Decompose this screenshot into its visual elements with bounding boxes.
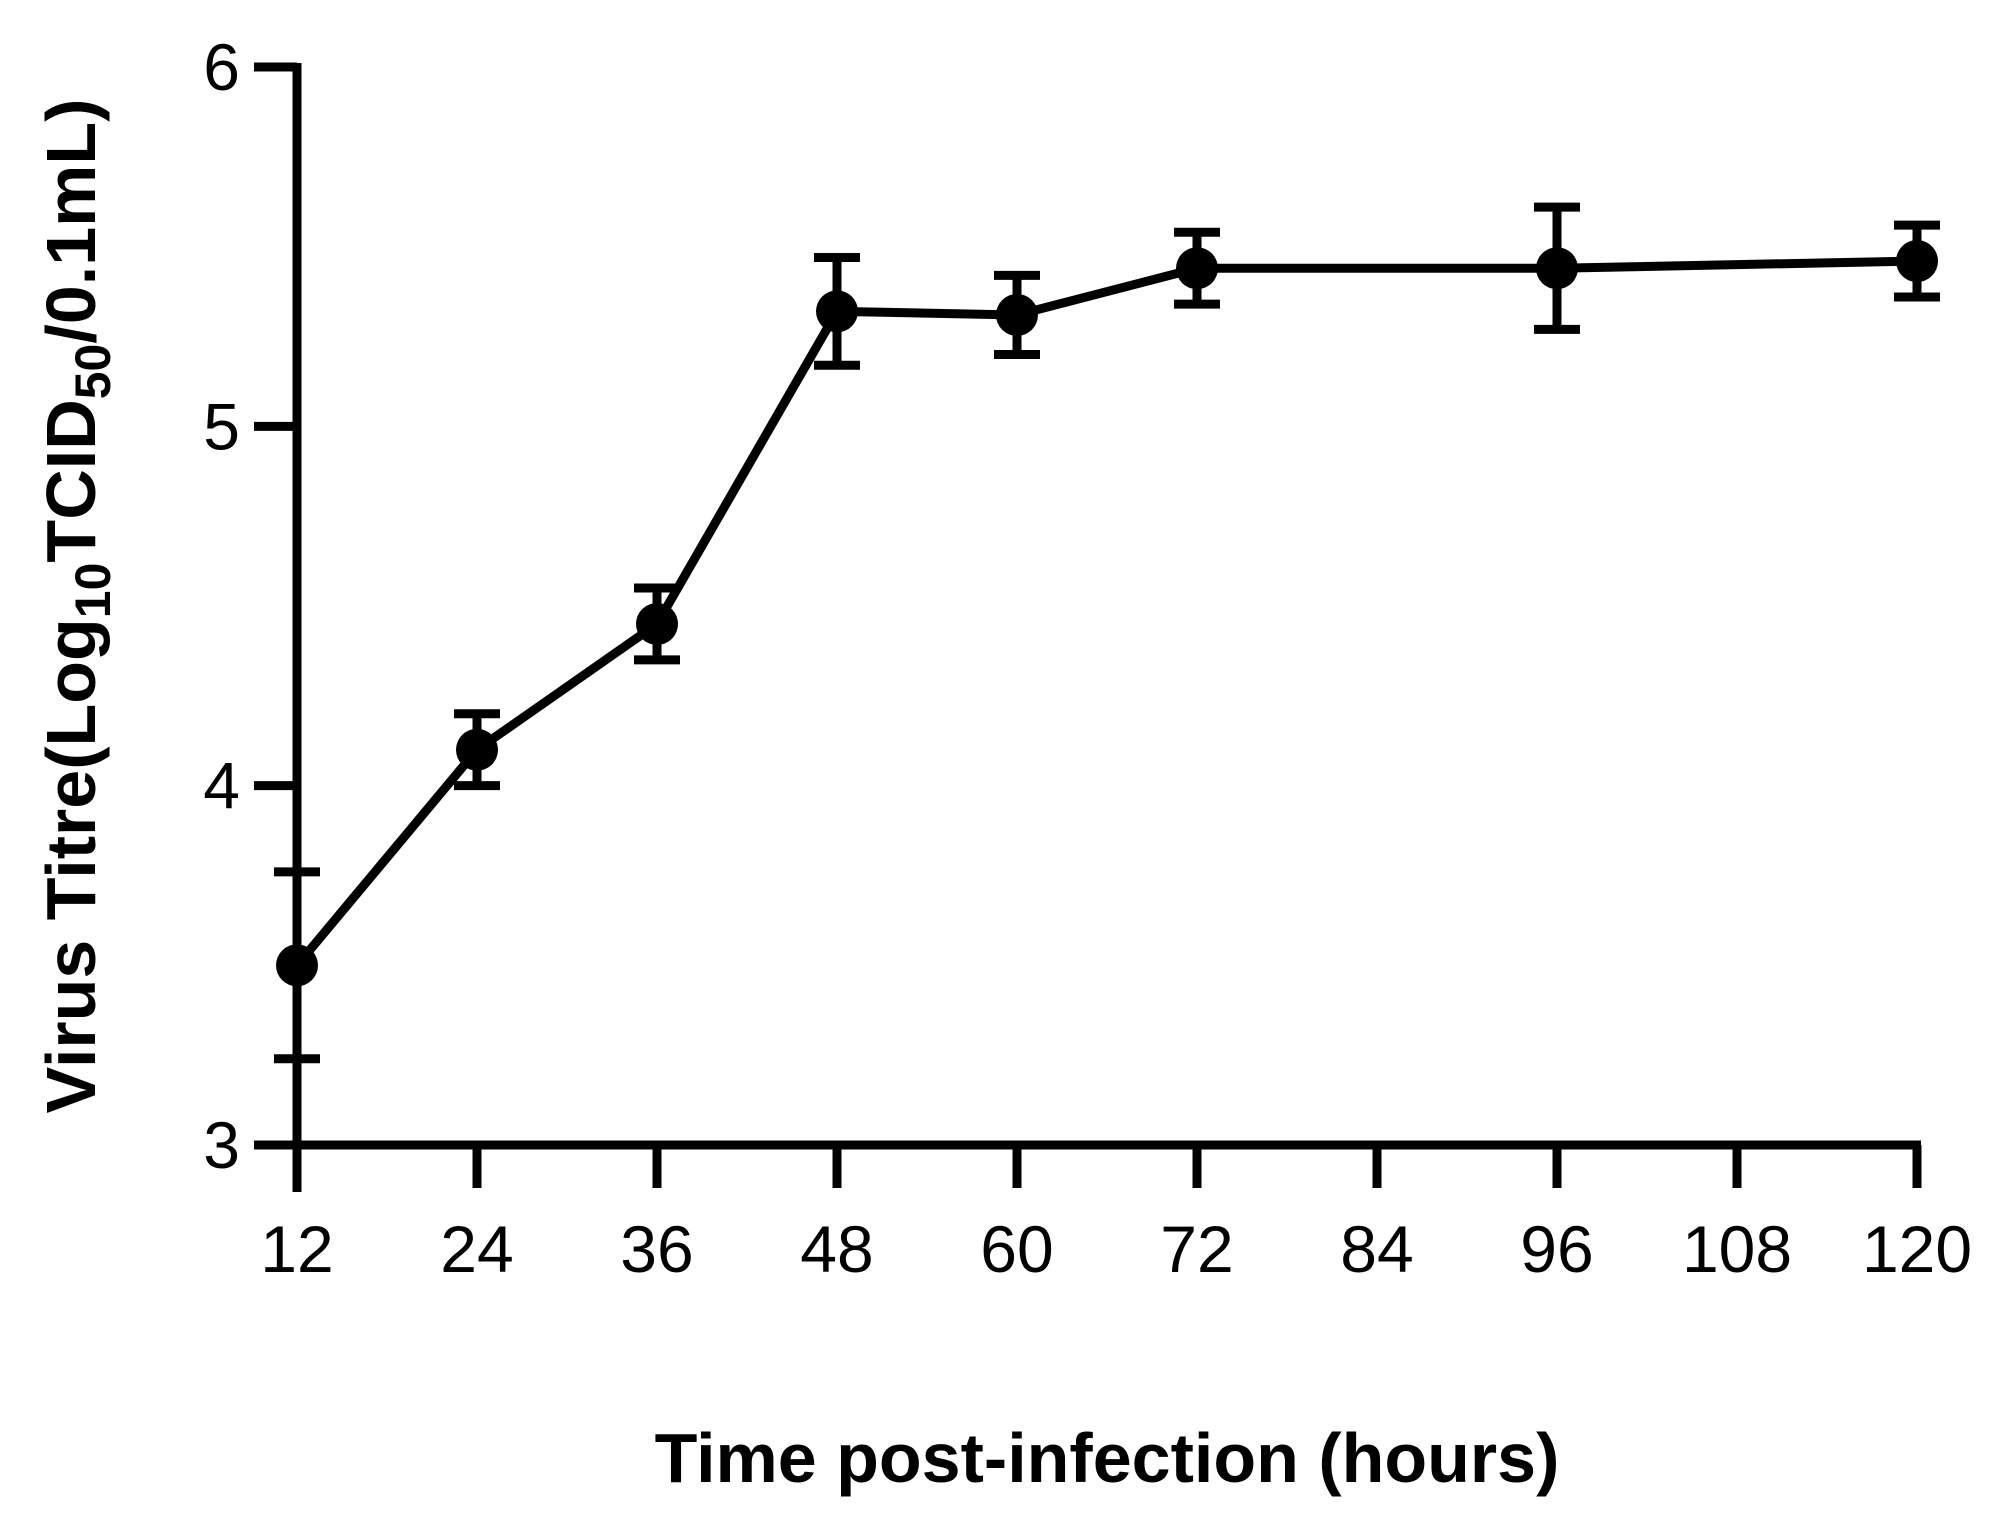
x-tick-label: 108 bbox=[1682, 1212, 1792, 1286]
data-line bbox=[293, 256, 1918, 969]
plot-series bbox=[274, 202, 1940, 1064]
data-point-marker bbox=[1536, 247, 1578, 290]
x-tick-label: 60 bbox=[980, 1212, 1053, 1286]
data-point-marker bbox=[1896, 240, 1938, 283]
y-axis-title-segment: TCID bbox=[32, 399, 110, 562]
x-tick-label: 120 bbox=[1862, 1212, 1972, 1286]
x-tick-label: 72 bbox=[1160, 1212, 1233, 1286]
x-tick-label: 24 bbox=[440, 1212, 513, 1286]
y-axis-title-segment: /0.1mL) bbox=[32, 99, 110, 344]
data-point-marker bbox=[1176, 247, 1218, 290]
x-axis-title: Time post-infection (hours) bbox=[655, 1419, 1560, 1497]
x-tick-label: 96 bbox=[1520, 1212, 1593, 1286]
data-point-marker bbox=[276, 944, 318, 987]
data-point-marker bbox=[456, 728, 498, 771]
y-axis-title-segment: Virus Titre(Log bbox=[32, 618, 110, 1113]
y-tick-label: 3 bbox=[203, 1108, 240, 1182]
y-tick-label: 4 bbox=[203, 749, 240, 823]
x-tick-label: 12 bbox=[260, 1212, 333, 1286]
y-axis-title: Virus Titre(Log10TCID50/0.1mL) bbox=[32, 99, 121, 1114]
data-point-marker bbox=[816, 290, 858, 333]
y-axis-title-subscript: 50 bbox=[65, 344, 121, 400]
y-tick-label: 5 bbox=[203, 389, 240, 463]
data-point-marker bbox=[636, 602, 678, 645]
plot-tick-labels: 3 4 5 6 12 24 36 48 60 72 84 96 108 120 bbox=[203, 30, 1972, 1286]
y-tick-label: 6 bbox=[203, 30, 240, 104]
data-point-marker bbox=[996, 293, 1038, 336]
y-axis-title-subscript: 10 bbox=[65, 563, 121, 619]
x-tick-label: 36 bbox=[620, 1212, 693, 1286]
x-tick-label: 84 bbox=[1340, 1212, 1413, 1286]
plot-axes bbox=[254, 62, 1922, 1192]
x-tick-label: 48 bbox=[800, 1212, 873, 1286]
